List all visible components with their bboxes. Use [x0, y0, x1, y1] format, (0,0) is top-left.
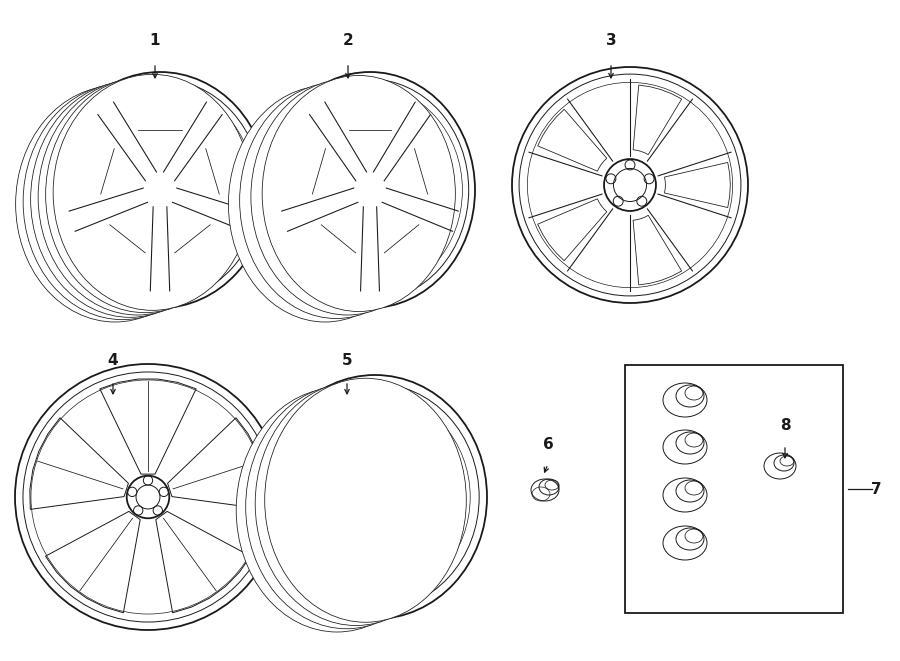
Ellipse shape: [53, 74, 252, 310]
Ellipse shape: [229, 86, 421, 322]
Text: 8: 8: [779, 418, 790, 433]
Ellipse shape: [246, 385, 447, 629]
Text: 5: 5: [342, 353, 352, 368]
Ellipse shape: [46, 77, 245, 313]
Text: 1: 1: [149, 33, 160, 48]
Ellipse shape: [265, 378, 466, 622]
Ellipse shape: [239, 83, 433, 319]
Ellipse shape: [256, 381, 457, 625]
Ellipse shape: [23, 84, 222, 320]
Ellipse shape: [236, 388, 437, 632]
Ellipse shape: [15, 86, 214, 322]
Text: 3: 3: [606, 33, 616, 48]
Ellipse shape: [38, 79, 237, 315]
Bar: [625, 365, 843, 613]
Text: 2: 2: [343, 33, 354, 48]
Ellipse shape: [262, 75, 455, 311]
Ellipse shape: [31, 81, 230, 317]
Text: 4: 4: [108, 353, 118, 368]
Ellipse shape: [251, 79, 444, 315]
Text: 7: 7: [870, 481, 881, 496]
Text: 6: 6: [543, 437, 553, 452]
